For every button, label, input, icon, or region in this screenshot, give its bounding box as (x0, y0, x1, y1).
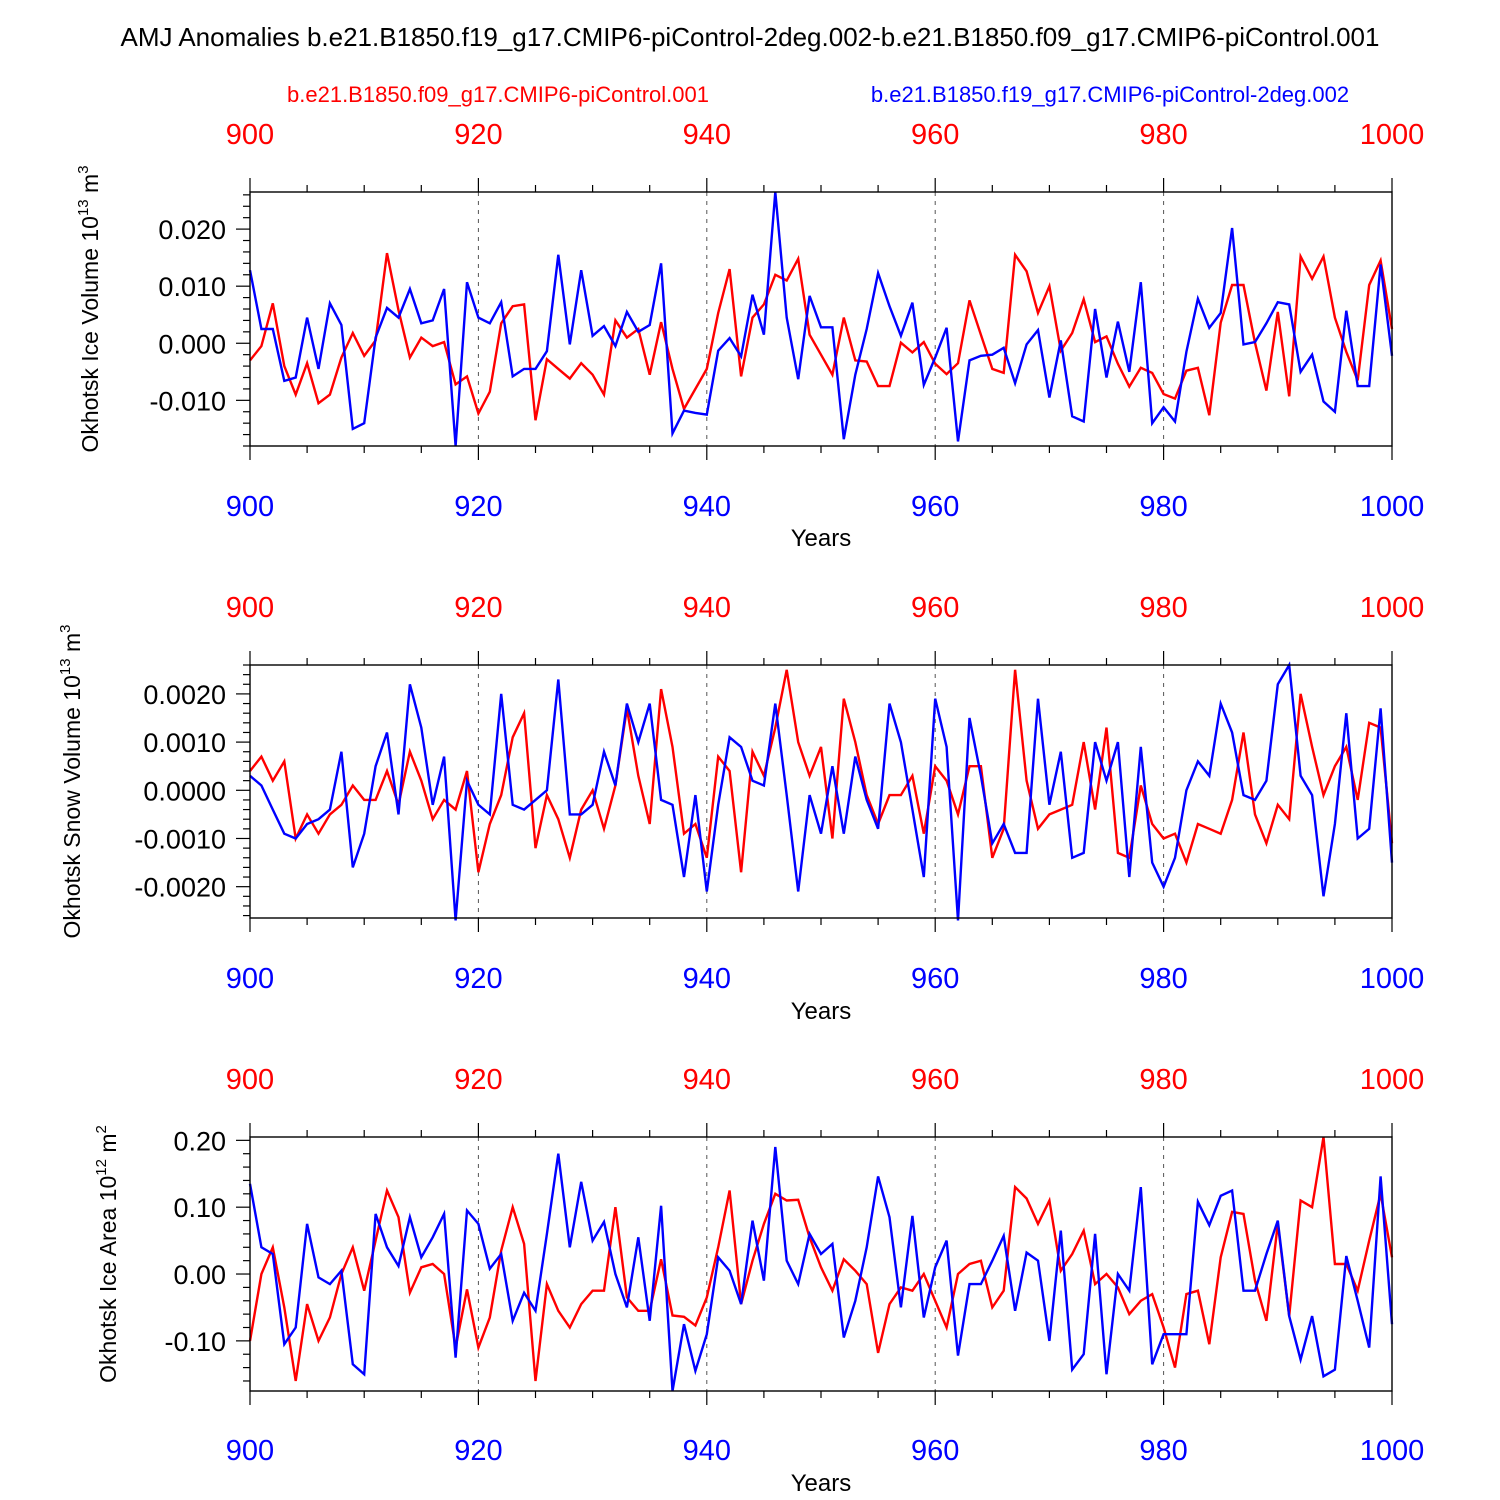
x-tick-label-bottom: 980 (1139, 491, 1187, 523)
x-tick-label-bottom: 940 (683, 491, 731, 523)
x-tick-label-bottom: 980 (1139, 963, 1187, 995)
x-tick-label-top: 940 (683, 592, 731, 624)
x-tick-label-bottom: 980 (1139, 1435, 1187, 1467)
x-tick-label-bottom: 920 (454, 963, 502, 995)
y-tick-label: 0.0020 (143, 680, 226, 710)
x-tick-label-top: 940 (683, 1064, 731, 1096)
x-tick-label-top: 920 (454, 119, 502, 151)
x-tick-label-top: 980 (1139, 1064, 1187, 1096)
y-tick-label: 0.010 (158, 272, 226, 302)
y-axis-title: Okhotsk Ice Volume 1013 m3 (75, 165, 103, 452)
x-axis-title: Years (791, 525, 852, 552)
x-tick-label-bottom: 940 (683, 1435, 731, 1467)
x-tick-label-top: 940 (683, 119, 731, 151)
panels: 900 900 920 920 940 940 960 960 980 980 1000 1000 0.… (57, 119, 1424, 1497)
y-tick-label: -0.0010 (134, 824, 226, 854)
x-tick-label-bottom: 900 (226, 963, 274, 995)
x-tick-label-top: 1000 (1360, 1064, 1425, 1096)
legend-red-label: b.e21.B1850.f09_g17.CMIP6-piControl.001 (287, 82, 709, 107)
series-line-red (249, 669, 1394, 873)
series-line-red (249, 251, 1394, 421)
series-line-red (248, 1136, 1394, 1382)
x-tick-label-bottom: 900 (226, 1435, 274, 1467)
x-tick-label-bottom: 960 (911, 1435, 959, 1467)
x-axis-title: Years (791, 1470, 852, 1497)
x-tick-label-top: 900 (226, 592, 274, 624)
y-axis-title: Okhotsk Snow Volume 1013 m3 (57, 625, 85, 939)
x-tick-label-bottom: 1000 (1360, 963, 1425, 995)
panel-2: 900 900 920 920 940 940 960 960 980 980 1000 1000 0.… (57, 592, 1424, 1025)
series-line-blue (248, 1146, 1394, 1392)
x-tick-label-bottom: 900 (226, 491, 274, 523)
x-tick-label-top: 960 (911, 1064, 959, 1096)
x-tick-label-bottom: 940 (683, 963, 731, 995)
y-tick-label: 0.0010 (143, 728, 226, 758)
x-tick-label-top: 1000 (1360, 592, 1425, 624)
y-tick-label: 0.00 (173, 1260, 226, 1290)
x-tick-label-top: 980 (1139, 119, 1187, 151)
figure-title: AMJ Anomalies b.e21.B1850.f19_g17.CMIP6-… (121, 22, 1380, 52)
x-tick-label-bottom: 920 (454, 1435, 502, 1467)
x-axis-title: Years (791, 998, 852, 1025)
y-axis-title: Okhotsk Ice Area 1012 m2 (93, 1125, 121, 1383)
y-tick-label: 0.20 (173, 1126, 226, 1156)
y-tick-label: 0.020 (158, 215, 226, 245)
x-tick-label-bottom: 1000 (1360, 491, 1425, 523)
panel-3: 900 900 920 920 940 940 960 960 980 980 1000 1000 0.… (93, 1064, 1424, 1497)
x-tick-label-bottom: 1000 (1360, 1435, 1425, 1467)
x-tick-label-top: 900 (226, 1064, 274, 1096)
legend-blue-label: b.e21.B1850.f19_g17.CMIP6-piControl-2deg… (871, 82, 1349, 107)
x-tick-label-top: 960 (911, 119, 959, 151)
y-tick-label: -0.0020 (134, 873, 226, 903)
x-tick-label-top: 980 (1139, 592, 1187, 624)
y-tick-label: -0.10 (164, 1327, 226, 1357)
x-tick-label-bottom: 920 (454, 491, 502, 523)
series-line-blue (248, 191, 1394, 447)
x-tick-label-bottom: 960 (911, 963, 959, 995)
y-tick-label: -0.010 (149, 386, 226, 416)
panel-1: 900 900 920 920 940 940 960 960 980 980 1000 1000 0.… (75, 119, 1424, 552)
y-tick-label: 0.000 (158, 329, 226, 359)
y-tick-label: 0.0000 (143, 776, 226, 806)
x-tick-label-bottom: 960 (911, 491, 959, 523)
series-line-blue (249, 661, 1394, 921)
x-tick-label-top: 1000 (1360, 119, 1425, 151)
y-tick-label: 0.10 (173, 1193, 226, 1223)
x-tick-label-top: 900 (226, 119, 274, 151)
x-tick-label-top: 920 (454, 1064, 502, 1096)
x-tick-label-top: 920 (454, 592, 502, 624)
x-tick-label-top: 960 (911, 592, 959, 624)
